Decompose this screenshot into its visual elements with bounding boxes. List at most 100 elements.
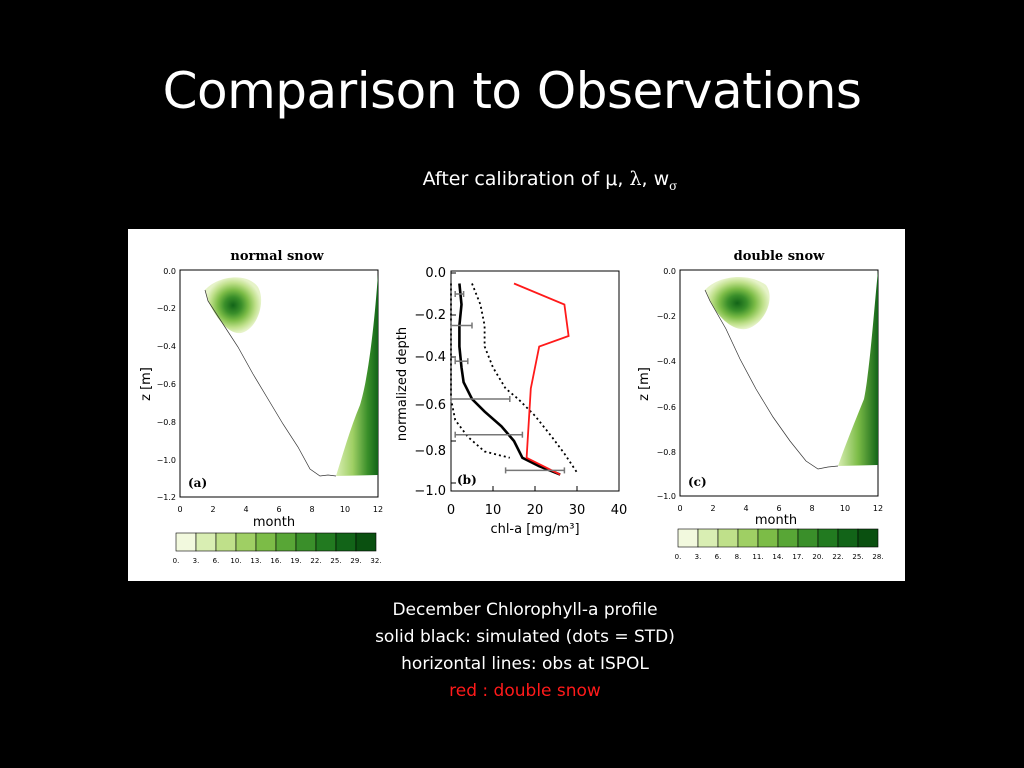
tick-label: −0.8 bbox=[414, 444, 446, 459]
figure-svg: normal snow 0.0 −0.2 −0.4 −0.6 −0.8 −1.0… bbox=[139, 249, 884, 565]
panel-c: double snow 0.0 −0.2 −0.4 −0.6 −0.8 −1.0… bbox=[637, 249, 884, 561]
colorbar-label: 25. bbox=[330, 557, 341, 565]
colorbar-label: 8. bbox=[735, 553, 742, 561]
panel-a-edge-bloom bbox=[336, 274, 378, 476]
panel-a-xticks: 0 2 4 6 8 10 12 bbox=[177, 505, 383, 514]
slide-title: Comparison to Observations bbox=[162, 62, 862, 120]
panel-c-edge-bloom bbox=[838, 271, 878, 466]
panel-a-yticks: 0.0 −0.2 −0.4 −0.6 −0.8 −1.0 −1.2 bbox=[157, 267, 176, 502]
tick-label: 30 bbox=[569, 503, 586, 518]
caption-line: horizontal lines: obs at ISPOL bbox=[401, 654, 649, 674]
colorbar-cell bbox=[757, 528, 779, 548]
colorbar-cell bbox=[295, 532, 317, 552]
panel-b-ylabel: normalized depth bbox=[395, 327, 410, 441]
series-line bbox=[458, 283, 561, 476]
colorbar-cell bbox=[355, 532, 377, 552]
colorbar-cell bbox=[315, 532, 337, 552]
colorbar-cell bbox=[737, 528, 759, 548]
tick-label: 8 bbox=[809, 504, 814, 513]
panel-a-bloom bbox=[205, 277, 262, 334]
panel-a-label: (a) bbox=[188, 476, 207, 490]
tick-label: −0.4 bbox=[657, 357, 676, 366]
tick-label: 40 bbox=[611, 503, 628, 518]
colorbar-cell bbox=[215, 532, 237, 552]
caption-line: solid black: simulated (dots = STD) bbox=[375, 627, 675, 647]
panel-c-xlabel: month bbox=[755, 513, 797, 528]
panel-b-xlabel: chl-a [mg/m³] bbox=[490, 522, 579, 537]
colorbar-cell bbox=[235, 532, 257, 552]
colorbar-label: 11. bbox=[752, 553, 763, 561]
tick-label: 4 bbox=[743, 504, 748, 513]
tick-label: −1.0 bbox=[157, 456, 176, 465]
series-line bbox=[471, 283, 578, 473]
colorbar-label: 22. bbox=[832, 553, 843, 561]
tick-label: −0.6 bbox=[414, 398, 446, 413]
caption: December Chlorophyll-a profile solid bla… bbox=[0, 597, 1024, 705]
colorbar-cell bbox=[857, 528, 879, 548]
panel-c-bloom bbox=[705, 276, 770, 330]
figure-panel: normal snow 0.0 −0.2 −0.4 −0.6 −0.8 −1.0… bbox=[128, 229, 905, 581]
panel-a-ylabel: z [m] bbox=[139, 367, 154, 401]
caption-line: December Chlorophyll-a profile bbox=[392, 600, 658, 620]
colorbar-label: 3. bbox=[695, 553, 702, 561]
tick-label: 0.0 bbox=[663, 267, 676, 276]
panel-a: normal snow 0.0 −0.2 −0.4 −0.6 −0.8 −1.0… bbox=[139, 249, 383, 565]
panel-b-plot bbox=[450, 272, 620, 491]
tick-label: −1.0 bbox=[657, 492, 676, 501]
colorbar-label: 20. bbox=[812, 553, 823, 561]
colorbar-label: 10. bbox=[230, 557, 241, 565]
colorbar-cell bbox=[175, 532, 197, 552]
colorbar-label: 14. bbox=[772, 553, 783, 561]
colorbar-label: 0. bbox=[675, 553, 682, 561]
colorbar-cell bbox=[255, 532, 277, 552]
tick-label: −0.8 bbox=[157, 418, 176, 427]
tick-label: −0.6 bbox=[657, 403, 676, 412]
panel-b-label: (b) bbox=[457, 473, 477, 487]
tick-label: 0.0 bbox=[163, 267, 176, 276]
colorbar-cell bbox=[837, 528, 859, 548]
colorbar-cell bbox=[677, 528, 699, 548]
tick-label: −0.2 bbox=[414, 308, 446, 323]
colorbar-cell bbox=[717, 528, 739, 548]
tick-label: 6 bbox=[276, 505, 281, 514]
colorbar-label: 13. bbox=[250, 557, 261, 565]
series-line bbox=[450, 283, 511, 459]
tick-label: 0.0 bbox=[425, 266, 446, 281]
tick-label: −0.6 bbox=[157, 380, 176, 389]
panel-c-xticks: 0 2 4 6 8 10 12 bbox=[677, 504, 883, 513]
colorbar-cell bbox=[275, 532, 297, 552]
tick-label: 8 bbox=[309, 505, 314, 514]
panel-a-title: normal snow bbox=[230, 249, 324, 264]
tick-label: −0.2 bbox=[157, 304, 176, 313]
panel-b-yticks: 0.0 −0.2 −0.4 −0.6 −0.8 −1.0 bbox=[414, 266, 446, 499]
colorbar-label: 25. bbox=[852, 553, 863, 561]
colorbar-label: 3. bbox=[193, 557, 200, 565]
tick-label: 12 bbox=[373, 505, 383, 514]
tick-label: 10 bbox=[485, 503, 502, 518]
panel-c-label: (c) bbox=[688, 475, 707, 489]
panel-a-colorbar: 0. 3. 6. 10. 13. 16. 19. 22. 25. 29. 32. bbox=[173, 532, 382, 565]
tick-label: 0 bbox=[677, 504, 682, 513]
tick-label: 0 bbox=[177, 505, 182, 514]
subtitle-lambda: λ bbox=[629, 168, 642, 190]
panel-a-xlabel: month bbox=[253, 515, 295, 530]
colorbar-label: 0. bbox=[173, 557, 180, 565]
tick-label: −1.0 bbox=[414, 484, 446, 499]
panel-c-colorbar: 0. 3. 6. 8. 11. 14. 17. 20. 22. 25. 28. bbox=[675, 528, 884, 561]
colorbar-cell bbox=[697, 528, 719, 548]
colorbar-label: 16. bbox=[270, 557, 281, 565]
tick-label: 6 bbox=[776, 504, 781, 513]
colorbar-label: 29. bbox=[350, 557, 361, 565]
tick-label: 12 bbox=[873, 504, 883, 513]
slide-subtitle: After calibration of μ, λ, wσ bbox=[0, 168, 1024, 193]
tick-label: −1.2 bbox=[157, 493, 176, 502]
tick-label: −0.8 bbox=[657, 448, 676, 457]
subtitle-text: After calibration of μ, bbox=[422, 168, 630, 190]
panel-b: 0.0 −0.2 −0.4 −0.6 −0.8 −1.0 normalized … bbox=[395, 266, 627, 537]
tick-label: 2 bbox=[710, 504, 715, 513]
tick-label: 0 bbox=[447, 503, 455, 518]
subtitle-separator: , w bbox=[641, 168, 670, 190]
colorbar-label: 17. bbox=[792, 553, 803, 561]
panel-b-xticks: 0 10 20 30 40 bbox=[447, 503, 627, 518]
colorbar-cell bbox=[817, 528, 839, 548]
